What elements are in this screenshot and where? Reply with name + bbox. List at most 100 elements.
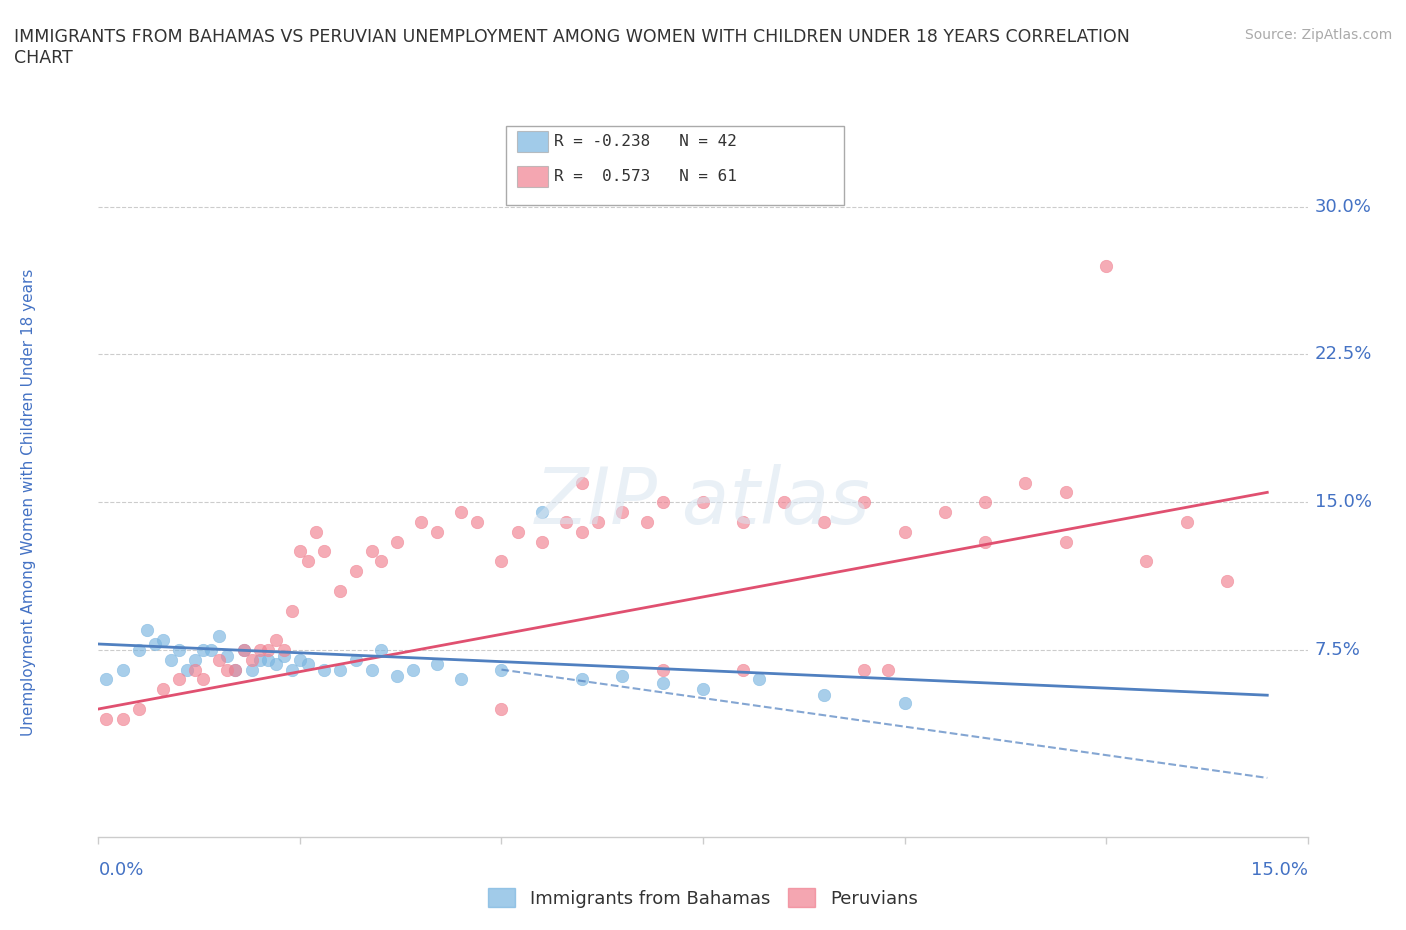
Point xyxy=(344,652,367,667)
Point xyxy=(612,505,634,520)
Point xyxy=(370,643,392,658)
Text: IMMIGRANTS FROM BAHAMAS VS PERUVIAN UNEMPLOYMENT AMONG WOMEN WITH CHILDREN UNDER: IMMIGRANTS FROM BAHAMAS VS PERUVIAN UNEM… xyxy=(14,28,1130,67)
Point xyxy=(813,688,835,703)
Point xyxy=(450,505,472,520)
Point xyxy=(1175,514,1198,529)
Text: ZIP atlas: ZIP atlas xyxy=(536,464,870,540)
Text: 7.5%: 7.5% xyxy=(1315,641,1361,659)
Point xyxy=(96,711,118,726)
Point xyxy=(96,672,118,687)
Text: R = -0.238   N = 42: R = -0.238 N = 42 xyxy=(554,134,737,149)
Point xyxy=(385,668,408,683)
Point xyxy=(240,652,263,667)
Point xyxy=(1054,534,1077,549)
Point xyxy=(636,514,658,529)
Point xyxy=(465,514,488,529)
Point xyxy=(1135,554,1157,569)
Point xyxy=(530,534,553,549)
Text: 30.0%: 30.0% xyxy=(1315,198,1371,216)
Point xyxy=(1054,485,1077,499)
Text: Source: ZipAtlas.com: Source: ZipAtlas.com xyxy=(1244,28,1392,42)
Point xyxy=(651,495,673,510)
Point xyxy=(273,648,295,663)
Point xyxy=(184,662,207,677)
Point xyxy=(249,652,271,667)
Point xyxy=(184,652,207,667)
Point xyxy=(224,662,246,677)
Point xyxy=(305,525,328,539)
Legend: Immigrants from Bahamas, Peruvians: Immigrants from Bahamas, Peruvians xyxy=(481,882,925,915)
Point xyxy=(344,564,367,578)
Point xyxy=(361,544,384,559)
Point xyxy=(288,652,311,667)
Point xyxy=(193,643,215,658)
Point xyxy=(974,495,997,510)
Point xyxy=(160,652,183,667)
Point xyxy=(612,668,634,683)
Point xyxy=(974,534,997,549)
Point xyxy=(748,672,770,687)
Point xyxy=(772,495,794,510)
Point xyxy=(208,652,231,667)
Text: Unemployment Among Women with Children Under 18 years: Unemployment Among Women with Children U… xyxy=(21,269,35,736)
Point xyxy=(240,662,263,677)
Point xyxy=(281,662,304,677)
Point xyxy=(853,495,876,510)
Point xyxy=(167,643,190,658)
Point xyxy=(167,672,190,687)
Point xyxy=(733,514,755,529)
Point xyxy=(934,505,956,520)
Point xyxy=(571,475,593,490)
Point xyxy=(385,534,408,549)
Point xyxy=(506,525,529,539)
Point xyxy=(853,662,876,677)
Point xyxy=(264,657,287,671)
Point xyxy=(314,544,336,559)
Point xyxy=(152,682,174,697)
Point xyxy=(555,514,578,529)
Point xyxy=(128,643,150,658)
Point xyxy=(128,701,150,716)
Point xyxy=(651,676,673,691)
Point xyxy=(232,643,254,658)
Point xyxy=(288,544,311,559)
Point xyxy=(264,632,287,647)
Point xyxy=(733,662,755,677)
Point xyxy=(256,643,278,658)
Point xyxy=(893,696,915,711)
Point xyxy=(152,632,174,647)
Point xyxy=(111,711,134,726)
Point xyxy=(813,514,835,529)
Point xyxy=(232,643,254,658)
Point xyxy=(217,662,239,677)
Point xyxy=(692,495,714,510)
Text: 22.5%: 22.5% xyxy=(1315,345,1372,364)
Point xyxy=(297,657,319,671)
Point xyxy=(281,603,304,618)
Point xyxy=(200,643,222,658)
Text: R =  0.573   N = 61: R = 0.573 N = 61 xyxy=(554,169,737,184)
Point xyxy=(143,636,166,651)
Point xyxy=(530,505,553,520)
Point xyxy=(491,662,513,677)
Point xyxy=(249,643,271,658)
Point xyxy=(208,629,231,644)
Point xyxy=(571,525,593,539)
Text: 15.0%: 15.0% xyxy=(1250,860,1308,879)
Point xyxy=(111,662,134,677)
Point xyxy=(692,682,714,697)
Point xyxy=(176,662,198,677)
Point xyxy=(651,662,673,677)
Point xyxy=(491,554,513,569)
Point xyxy=(297,554,319,569)
Point xyxy=(370,554,392,569)
Point xyxy=(877,662,900,677)
Point xyxy=(402,662,425,677)
Point xyxy=(491,701,513,716)
Point xyxy=(224,662,246,677)
Point xyxy=(314,662,336,677)
Point xyxy=(1014,475,1036,490)
Point xyxy=(409,514,432,529)
Point xyxy=(217,648,239,663)
Point xyxy=(450,672,472,687)
